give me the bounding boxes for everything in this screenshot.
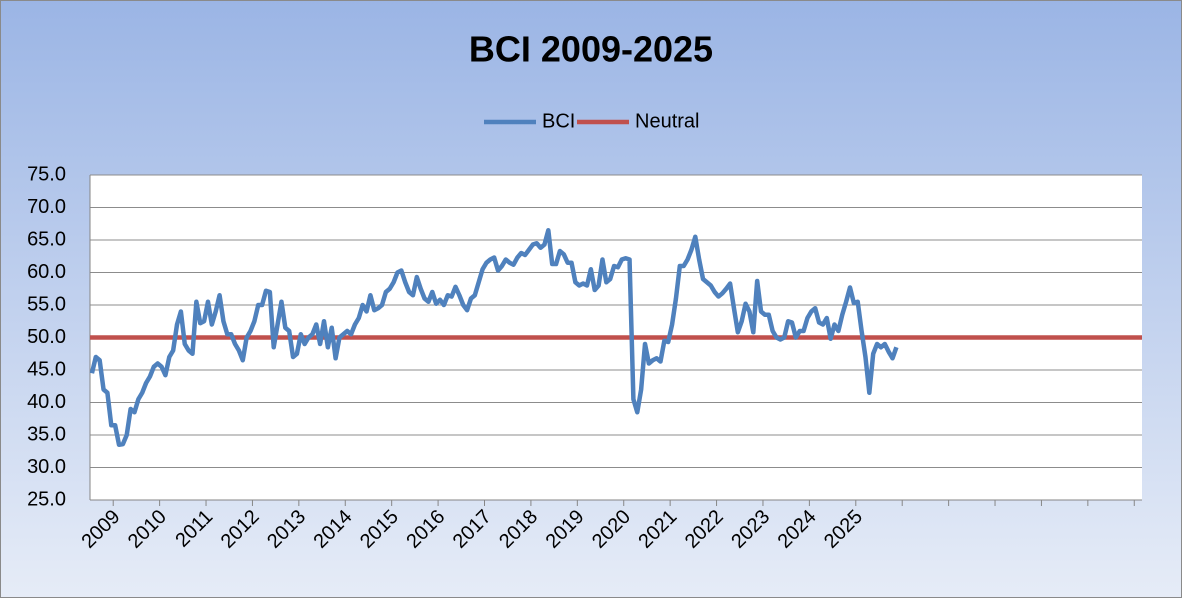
y-tick-label: 50.0 xyxy=(27,326,66,348)
y-tick-label: 40.0 xyxy=(27,391,66,413)
y-tick-label: 45.0 xyxy=(27,358,66,380)
legend-label: Neutral xyxy=(635,110,699,132)
y-tick-label: 55.0 xyxy=(27,293,66,315)
y-tick-label: 75.0 xyxy=(27,163,66,185)
data-line xyxy=(89,228,899,447)
legend-label: BCI xyxy=(542,110,575,132)
y-tick-label: 65.0 xyxy=(27,228,66,250)
y-tick-label: 30.0 xyxy=(27,456,66,478)
y-tick-label: 35.0 xyxy=(27,423,66,445)
y-tick-label: 60.0 xyxy=(27,261,66,283)
y-tick-label: 25.0 xyxy=(27,488,66,510)
y-tick-label: 70.0 xyxy=(27,196,66,218)
chart-title: BCI 2009-2025 xyxy=(469,29,713,70)
